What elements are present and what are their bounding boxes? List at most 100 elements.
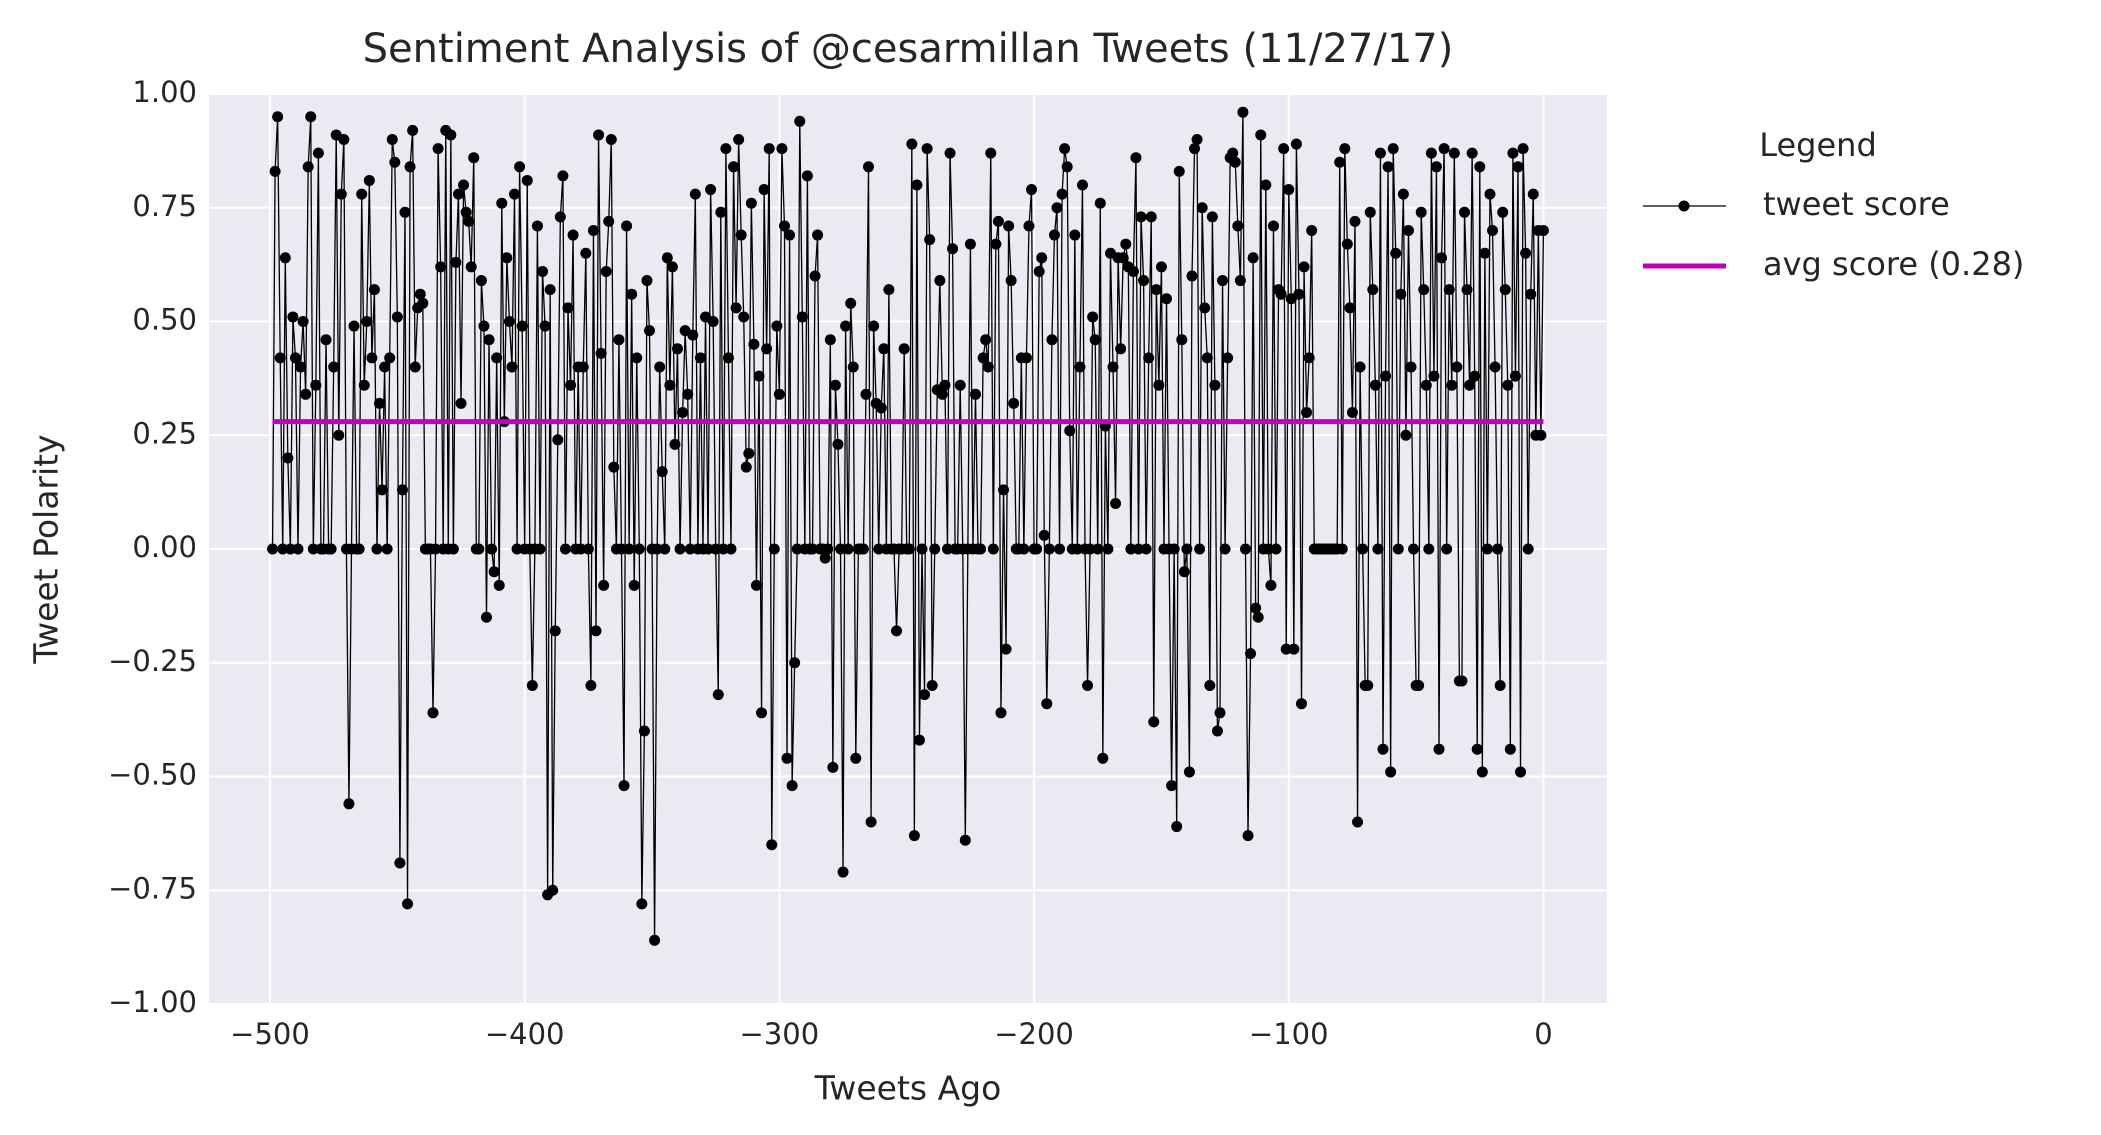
tweet-score-point <box>272 111 284 123</box>
tweet-score-point <box>705 184 717 196</box>
tweet-score-point <box>1430 161 1442 173</box>
tweet-score-point <box>381 543 393 555</box>
tweet-score-point <box>552 434 564 446</box>
tweet-score-point <box>677 407 689 418</box>
tweet-score-point <box>1349 215 1361 227</box>
tweet-score-point <box>475 275 487 287</box>
tweet-score-point <box>287 311 299 323</box>
tweet-score-point <box>903 543 915 555</box>
tweet-score-point <box>868 320 880 332</box>
tweet-score-point <box>274 352 286 364</box>
tweet-score-point <box>1537 225 1549 236</box>
tweet-score-point <box>1522 543 1534 555</box>
tweet-score-point <box>483 334 495 346</box>
tweet-score-point <box>824 334 836 346</box>
tweet-score-point <box>368 284 380 296</box>
tweet-score-point <box>801 170 813 182</box>
tweet-score-point <box>598 579 610 591</box>
tweet-score-point <box>840 320 852 332</box>
tweet-score-point <box>1204 680 1216 691</box>
tweet-score-point <box>1135 211 1147 223</box>
tweet-score-point <box>1456 675 1468 687</box>
tweet-score-point <box>1181 543 1193 555</box>
tweet-score-point <box>1171 821 1183 833</box>
tweet-score-point <box>883 284 895 296</box>
tweet-score-point <box>1048 229 1060 241</box>
tweet-score-point <box>1487 225 1499 236</box>
tweet-score-point <box>733 134 745 145</box>
tweet-score-point <box>929 543 941 555</box>
tweet-score-point <box>1484 188 1496 200</box>
x-tick-label: −500 <box>230 1017 310 1051</box>
tweet-score-point <box>600 265 612 277</box>
tweet-score-point <box>837 866 849 878</box>
tweet-score-point <box>1367 284 1379 296</box>
tweet-score-point <box>784 229 796 241</box>
tweet-score-point <box>1474 161 1486 173</box>
tweet-score-point <box>1402 225 1414 236</box>
tweet-score-point <box>463 215 475 227</box>
tweet-score-point <box>404 161 416 173</box>
y-tick-label: 0.00 <box>132 530 197 564</box>
tweet-score-point <box>1245 648 1257 660</box>
tweet-score-point <box>391 311 403 323</box>
tweet-score-point <box>1497 206 1509 218</box>
tweet-score-point <box>1517 143 1529 155</box>
tweet-score-point <box>664 379 676 391</box>
tweet-score-point <box>1275 288 1287 300</box>
tweet-score-point <box>1127 265 1139 277</box>
tweet-score-point <box>753 370 765 382</box>
tweet-score-point <box>1217 275 1229 287</box>
tweet-score-point <box>1076 179 1088 191</box>
tweet-score-point <box>651 543 663 555</box>
tweet-score-point <box>1420 379 1432 391</box>
tweet-score-point <box>789 657 801 669</box>
tweet-score-point <box>689 188 701 200</box>
tweet-score-point <box>1405 361 1417 373</box>
tweet-score-point <box>835 543 847 555</box>
tweet-score-point <box>559 543 571 555</box>
tweet-score-point <box>1418 284 1430 296</box>
tweet-score-point <box>1446 379 1458 391</box>
tweet-score-point <box>1290 138 1302 150</box>
tweet-score-point <box>1168 543 1180 555</box>
tweet-score-point <box>934 275 946 287</box>
tweet-score-point <box>312 147 324 159</box>
tweet-score-point <box>845 297 857 309</box>
tweet-score-point <box>638 725 650 737</box>
tweet-score-point <box>623 543 635 555</box>
tweet-score-point <box>605 134 617 145</box>
tweet-score-point <box>715 206 727 218</box>
tweet-score-point <box>1008 397 1020 409</box>
tweet-score-point <box>669 438 681 450</box>
tweet-score-point <box>730 302 742 314</box>
tweet-score-point <box>687 329 699 341</box>
tweet-score-point <box>371 543 383 555</box>
tweet-score-point <box>363 174 375 186</box>
tweet-score-point <box>414 288 426 300</box>
x-tick-label: −300 <box>740 1017 820 1051</box>
tweet-score-point <box>1520 247 1532 259</box>
tweet-score-point <box>1262 543 1274 555</box>
tweet-score-point <box>865 816 877 828</box>
tweet-score-point <box>539 320 551 332</box>
tweet-score-point <box>1005 275 1017 287</box>
tweet-score-point <box>1459 206 1471 218</box>
tweet-score-point <box>1250 602 1262 614</box>
tweet-score-point <box>954 379 966 391</box>
tweet-score-point <box>750 579 762 591</box>
tweet-score-point <box>531 220 543 232</box>
tweet-score-point <box>509 188 521 200</box>
tweet-score-point <box>1173 165 1185 177</box>
tweet-score-point <box>402 898 414 910</box>
tweet-score-point <box>1097 752 1109 764</box>
tweet-score-point <box>1295 698 1307 710</box>
tweet-score-point <box>1201 352 1213 364</box>
tweet-score-point <box>1117 252 1129 264</box>
tweet-score-point <box>1064 425 1076 437</box>
tweet-score-point <box>1222 352 1234 364</box>
tweet-score-point <box>702 543 714 555</box>
tweet-score-point <box>595 347 607 359</box>
tweet-score-point <box>649 934 661 946</box>
tweet-score-point <box>338 134 350 145</box>
